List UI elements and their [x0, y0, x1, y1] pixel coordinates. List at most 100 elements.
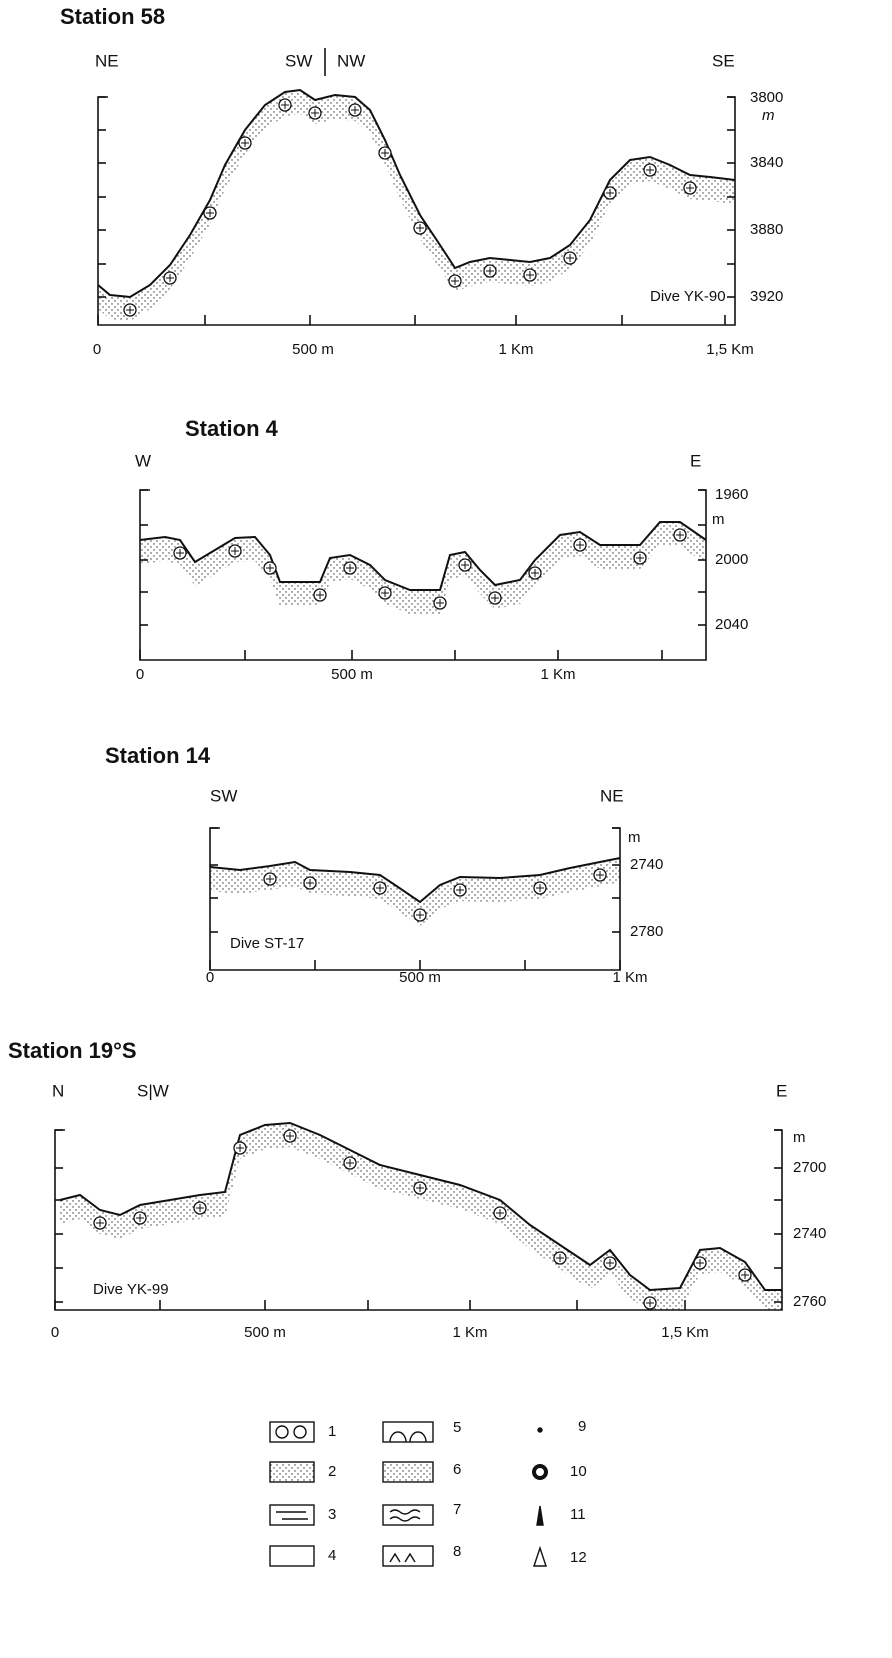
- distance-label: 1 Km: [498, 341, 533, 358]
- rock-symbol: [606, 189, 614, 197]
- rock-symbol: [686, 184, 694, 192]
- rock-symbol: [311, 109, 319, 117]
- sediment-band: [210, 858, 620, 926]
- direction: NE: [95, 51, 119, 70]
- depth-unit: m: [793, 1129, 806, 1146]
- direction: E: [776, 1081, 787, 1100]
- rock-symbol: [136, 1214, 144, 1222]
- legend-label: 11: [570, 1506, 586, 1523]
- direction: NE: [600, 786, 624, 805]
- seafloor-profile: [97, 88, 736, 299]
- rock-symbol: [416, 224, 424, 232]
- depth-label: 2700: [793, 1159, 826, 1176]
- panel-title: Station 4: [185, 416, 279, 441]
- rock-symbol: [566, 254, 574, 262]
- distance-label: 500 m: [292, 341, 334, 358]
- legend-label: 6: [453, 1461, 461, 1478]
- legend-label: 2: [328, 1463, 336, 1480]
- depth-label: 2760: [793, 1293, 826, 1310]
- dive-label: Dive ST-17: [230, 935, 304, 952]
- legend-symbol: [537, 1427, 543, 1433]
- distance-label: 0: [51, 1324, 59, 1341]
- depth-label: 3840: [750, 154, 783, 171]
- depth-label: 2740: [793, 1225, 826, 1242]
- rock-symbol: [241, 139, 249, 147]
- rock-symbol: [381, 589, 389, 597]
- rock-symbol: [636, 554, 644, 562]
- legend-symbol: [389, 1552, 416, 1563]
- rock-symbol: [416, 1184, 424, 1192]
- rock-symbol: [351, 106, 359, 114]
- rock-symbol: [166, 274, 174, 282]
- direction: S|W: [137, 1081, 169, 1100]
- depth-unit: m: [712, 511, 725, 528]
- sediment-band: [60, 1123, 782, 1310]
- legend-label: 4: [328, 1547, 336, 1564]
- depth-label: 2000: [715, 551, 748, 568]
- frame: [139, 489, 707, 661]
- rock-symbol: [696, 1259, 704, 1267]
- sediment-band: [98, 90, 735, 321]
- legend-symbol: [389, 1431, 427, 1443]
- rock-symbol: [206, 209, 214, 217]
- rock-symbol: [436, 599, 444, 607]
- direction: W: [135, 451, 151, 470]
- rock-symbol: [266, 564, 274, 572]
- rock-symbol: [316, 591, 324, 599]
- seafloor-profile: [139, 521, 707, 591]
- rock-symbol: [346, 564, 354, 572]
- panel-title: Station 19°S: [8, 1038, 137, 1063]
- distance-label: 1,5 Km: [661, 1324, 709, 1341]
- legend-symbol: [532, 1464, 548, 1480]
- rock-symbol: [456, 886, 464, 894]
- legend-symbol: [533, 1545, 547, 1567]
- legend-swatch: [382, 1504, 434, 1526]
- rock-symbol: [306, 879, 314, 887]
- seafloor-profile: [59, 1121, 782, 1292]
- rock-symbol: [231, 547, 239, 555]
- legend-symbol: [536, 1505, 544, 1526]
- rock-symbol: [741, 1271, 749, 1279]
- rock-symbol: [646, 1299, 654, 1307]
- legend-label: 7: [453, 1501, 461, 1518]
- panel-title: Station 58: [60, 4, 165, 29]
- depth-label: 3800: [750, 89, 783, 106]
- legend-label: 1: [328, 1423, 336, 1440]
- legend-label: 9: [578, 1418, 586, 1435]
- direction: NW: [337, 51, 365, 70]
- rock-symbol: [451, 277, 459, 285]
- legend-symbol: [293, 1425, 307, 1439]
- distance-label: 0: [93, 341, 101, 358]
- distance-label: 1 Km: [540, 666, 575, 683]
- legend-swatch: [382, 1545, 434, 1567]
- rock-symbol: [96, 1219, 104, 1227]
- distance-label: 500 m: [331, 666, 373, 683]
- legend-swatch: [382, 1421, 434, 1443]
- legend-swatch: [269, 1461, 315, 1483]
- depth-label: 3920: [750, 288, 783, 305]
- legend-label: 8: [453, 1543, 461, 1560]
- rock-symbol: [176, 549, 184, 557]
- legend-swatch: [382, 1461, 434, 1483]
- distance-label: 0: [206, 969, 214, 986]
- depth-label: 2740: [630, 856, 663, 873]
- rock-symbol: [491, 594, 499, 602]
- rock-symbol: [281, 101, 289, 109]
- rock-symbol: [376, 884, 384, 892]
- legend: [269, 1421, 548, 1567]
- rock-symbol: [486, 267, 494, 275]
- distance-label: 1,5 Km: [706, 341, 754, 358]
- rock-symbol: [236, 1144, 244, 1152]
- legend-label: 10: [570, 1463, 587, 1480]
- direction: SE: [712, 51, 735, 70]
- legend-symbol: [275, 1425, 289, 1439]
- legend-symbol: [276, 1511, 308, 1520]
- rock-symbol: [346, 1159, 354, 1167]
- dive-label: Dive YK-99: [93, 1281, 169, 1298]
- direction: N: [52, 1081, 64, 1100]
- seafloor-profile: [209, 857, 621, 904]
- direction: SW: [285, 51, 312, 70]
- legend-swatch: [269, 1545, 315, 1567]
- rock-symbol: [126, 306, 134, 314]
